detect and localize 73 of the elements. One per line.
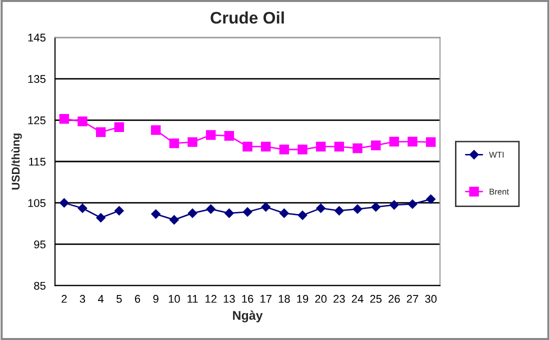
legend-label: Brent (490, 188, 509, 195)
x-tick-label: 4 (98, 295, 104, 303)
point (261, 202, 270, 212)
point (316, 204, 326, 213)
x-tick-label: 2 (62, 294, 67, 303)
x-tick-label: 27 (406, 294, 418, 303)
point (316, 142, 326, 152)
point (279, 144, 290, 154)
point (260, 142, 271, 152)
point (408, 136, 418, 147)
x-axis-title: Ngày (233, 310, 263, 322)
point (408, 199, 418, 209)
y-tick-label: 105 (28, 199, 46, 207)
x-tick-label: 9 (153, 294, 158, 303)
point (188, 137, 198, 147)
x-tick-label: 5 (116, 295, 122, 303)
point (114, 122, 124, 132)
y-tick-label: 85 (34, 282, 46, 290)
point (334, 142, 344, 152)
x-tick-label: 24 (352, 294, 364, 303)
x-tick-label: 12 (206, 294, 216, 303)
y-tick-label: 115 (29, 158, 46, 166)
point (224, 208, 234, 218)
point (298, 210, 308, 220)
point (150, 125, 161, 135)
point (78, 204, 88, 213)
point (60, 198, 69, 208)
point (352, 204, 362, 214)
point (426, 194, 436, 204)
x-tick-label: 19 (297, 294, 308, 303)
point (370, 140, 381, 150)
point (389, 136, 400, 147)
x-tick-label: 25 (370, 294, 382, 303)
x-tick-label: 20 (315, 294, 327, 303)
point (298, 144, 308, 154)
point (206, 204, 216, 214)
x-tick-label: 23 (334, 294, 345, 303)
legend-label: WTI (489, 152, 504, 158)
point (280, 208, 289, 218)
point (371, 202, 380, 212)
point (169, 138, 180, 148)
y-tick-label: 125 (28, 116, 46, 124)
x-tick-label: 3 (80, 294, 86, 303)
point (59, 114, 70, 124)
chart-title: Crude Oil (210, 11, 284, 24)
point (224, 130, 234, 141)
y-tick-label: 95 (34, 240, 46, 248)
x-tick-label: 16 (242, 294, 254, 303)
point (188, 208, 198, 218)
point (242, 207, 252, 217)
point (242, 142, 252, 152)
y-axis-title: USD/thùng (11, 134, 22, 190)
point (114, 206, 124, 216)
point (78, 116, 88, 126)
x-tick-label: 30 (425, 294, 437, 303)
x-tick-label: 11 (188, 295, 198, 303)
point (206, 130, 216, 140)
point (352, 143, 362, 154)
x-tick-label: 13 (224, 294, 235, 303)
point (151, 209, 160, 219)
x-tick-label: 6 (134, 294, 140, 303)
point (334, 206, 344, 216)
y-tick-label: 145 (28, 34, 46, 42)
x-tick-label: 10 (168, 294, 180, 303)
x-tick-label: 18 (278, 294, 290, 303)
x-tick-label: 26 (388, 294, 400, 303)
point (426, 137, 436, 147)
point (96, 127, 106, 137)
x-tick-label: 17 (260, 295, 272, 303)
point (96, 213, 106, 222)
y-tick-label: 135 (28, 75, 46, 83)
point (390, 200, 399, 210)
point (170, 215, 179, 224)
